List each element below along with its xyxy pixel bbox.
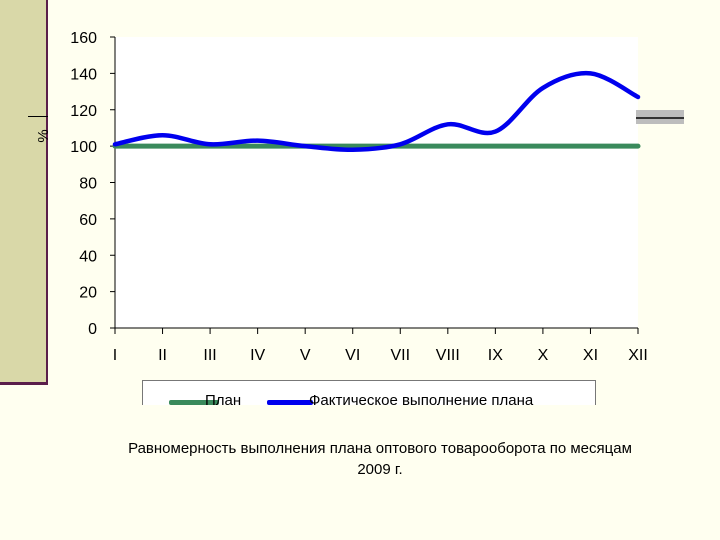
- y-tick-label: 100: [70, 139, 97, 156]
- y-tick-label: 80: [79, 176, 97, 193]
- y-tick-label: 60: [79, 212, 97, 229]
- decorative-line-left: [28, 116, 48, 117]
- y-tick-label: 120: [70, 103, 97, 120]
- y-tick-label: 0: [88, 321, 97, 338]
- x-tick-label: III: [203, 347, 216, 364]
- x-tick-label: I: [113, 347, 117, 364]
- y-tick-label: 20: [79, 285, 97, 302]
- decorative-line-right: [636, 117, 684, 119]
- caption-line-2: 2009 г.: [357, 461, 403, 478]
- legend-swatch-actual: [267, 400, 313, 405]
- y-tick-label: 140: [70, 66, 97, 83]
- x-tick-label: II: [158, 347, 167, 364]
- chart-series: [112, 70, 641, 153]
- legend-label-plan: План: [205, 392, 242, 405]
- decorative-side-bar-edge: [46, 0, 48, 384]
- y-tick-label: 160: [70, 30, 97, 47]
- legend-swatch-plan: [169, 400, 219, 405]
- x-tick-label: VII: [390, 347, 410, 364]
- series-line-actual: [112, 70, 641, 153]
- decorative-side-bar-foot: [0, 382, 48, 385]
- decorative-side-bar: [0, 0, 46, 384]
- chart-caption: Равномерность выполнения плана оптового …: [40, 438, 720, 480]
- x-tick-label: IX: [488, 347, 503, 364]
- x-tick-label: XII: [628, 347, 648, 364]
- x-tick-label: V: [300, 347, 311, 364]
- x-tick-label: VIII: [436, 347, 460, 364]
- x-tick-label: IV: [250, 347, 265, 364]
- x-tick-label: XI: [583, 347, 598, 364]
- x-tick-label: X: [538, 347, 549, 364]
- chart-axes: [110, 36, 639, 334]
- caption-line-1: Равномерность выполнения плана оптового …: [128, 440, 632, 457]
- y-axis-title: %: [35, 129, 52, 142]
- chart-legend: План Фактическое выполнение плана: [142, 380, 596, 405]
- x-tick-label: VI: [345, 347, 360, 364]
- legend-label-actual: Фактическое выполнение плана: [309, 392, 534, 405]
- y-tick-label: 40: [79, 248, 97, 265]
